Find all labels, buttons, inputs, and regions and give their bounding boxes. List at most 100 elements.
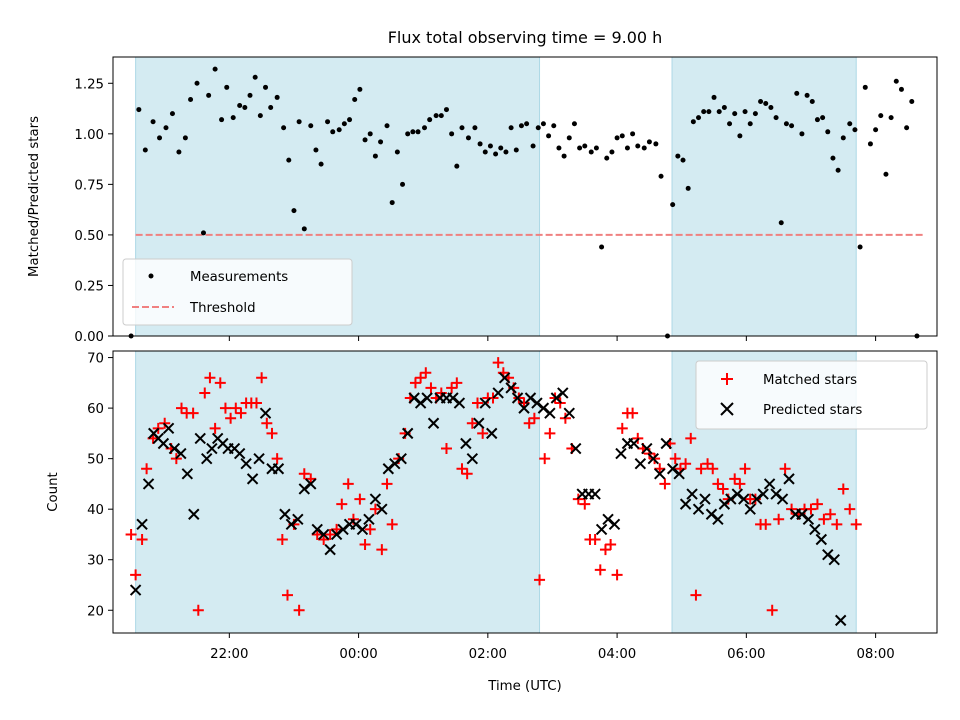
predicted-star-point: [615, 447, 627, 460]
matched-star-point: [539, 453, 551, 465]
measurements-series: [128, 66, 920, 339]
measurement-point: [675, 153, 681, 159]
bottom-y-ticks: 20 30 40 50 60 70: [87, 352, 113, 619]
matched-legend-label: Matched stars: [763, 373, 857, 388]
measurement-point: [883, 171, 889, 177]
measurement-point: [194, 80, 200, 86]
measurement-point: [701, 109, 707, 115]
measurement-point: [378, 139, 384, 145]
predicted-star-point: [505, 382, 517, 394]
predicted-star-point: [686, 488, 698, 500]
predicted-star-point: [240, 457, 252, 470]
matched-star-point: [336, 498, 348, 510]
matched-star-point: [544, 427, 556, 439]
measurement-point: [630, 131, 636, 137]
matched-star-point: [805, 503, 817, 515]
measurement-point: [641, 145, 647, 151]
measurement-point: [794, 90, 800, 96]
measurement-point: [524, 121, 530, 127]
measurement-point: [614, 135, 620, 141]
matched-star-point: [376, 544, 388, 556]
matched-star-point: [579, 498, 591, 510]
measurement-point: [873, 127, 879, 133]
matched-star-point: [281, 589, 293, 601]
measurement-point: [384, 123, 390, 129]
measurement-point: [711, 94, 717, 100]
matched-star-point: [717, 483, 729, 495]
measurement-point: [362, 137, 368, 143]
matched-star-point: [461, 468, 473, 480]
measurements-legend-marker: [148, 273, 154, 279]
measurement-point: [459, 125, 465, 131]
predicted-star-point: [201, 452, 213, 465]
y-tick-label: 40: [87, 503, 104, 518]
predicted-star-point: [356, 523, 369, 536]
predicted-star-point: [466, 452, 479, 465]
top-legend: Measurements Threshold: [122, 258, 353, 326]
predicted-star-point: [660, 437, 672, 450]
measurement-point: [142, 147, 148, 153]
matched-star-point: [824, 508, 836, 520]
measurement-point: [566, 135, 572, 141]
measurement-point: [893, 78, 899, 84]
measurement-point: [157, 135, 163, 141]
measurement-point: [721, 105, 727, 111]
matched-star-point: [605, 539, 617, 551]
measurement-point: [577, 145, 583, 151]
matched-star-point: [293, 604, 305, 616]
predicted-star-point: [634, 457, 647, 470]
predicted-star-point: [317, 528, 330, 541]
matched-star-point: [420, 367, 432, 379]
y-tick-label: 20: [87, 604, 104, 619]
measurement-point: [188, 96, 194, 102]
matched-star-point: [616, 422, 628, 434]
measurement-point: [825, 129, 831, 135]
y-tick-label: 0.00: [74, 330, 104, 345]
matched-star-point: [594, 564, 606, 576]
measurement-point: [472, 125, 478, 131]
measurement-point: [820, 115, 826, 121]
measurement-point: [200, 230, 206, 236]
measurement-point: [237, 103, 243, 109]
measurement-point: [296, 119, 302, 125]
measurement-point: [291, 208, 297, 214]
matched-star-point: [528, 412, 540, 424]
matched-star-point: [685, 432, 697, 444]
matched-star-point: [680, 458, 692, 470]
measurement-point: [835, 167, 841, 173]
matched-star-point: [456, 463, 468, 475]
predicted-star-point: [401, 427, 414, 440]
matched-star-point: [702, 458, 714, 470]
measurement-point: [281, 125, 287, 131]
measurement-point: [341, 121, 347, 127]
measurement-point: [347, 117, 353, 123]
y-tick-label: 0.50: [74, 229, 104, 244]
measurement-point: [301, 226, 307, 232]
y-tick-label: 70: [87, 352, 104, 367]
predicted-star-point: [815, 533, 828, 546]
predicted-star-point: [628, 437, 640, 450]
measurement-point: [313, 147, 319, 153]
matched-star-point: [386, 518, 398, 530]
measurement-point: [268, 105, 274, 111]
x-tick-label: 02:00: [469, 647, 507, 662]
predicted-star-point: [744, 503, 756, 515]
predicted-star-point: [175, 447, 187, 460]
predicted-star-point: [783, 473, 795, 485]
predicted-star-point: [279, 508, 291, 520]
top-plot-frame: [112, 56, 938, 337]
measurement-point: [433, 113, 439, 119]
measurement-point: [680, 157, 686, 163]
measurement-point: [508, 125, 514, 131]
predicted-star-point: [692, 503, 705, 515]
measurement-point: [888, 115, 894, 121]
measurement-point: [588, 149, 594, 155]
measurement-point: [224, 84, 230, 90]
measurement-point: [540, 121, 546, 127]
matched-star-point: [342, 478, 354, 490]
matched-star-point: [204, 372, 216, 384]
threshold-legend-label: Threshold: [189, 301, 256, 316]
measurement-point: [169, 111, 175, 117]
observing-window-1: [135, 351, 540, 633]
predicted-star-point: [136, 518, 148, 531]
